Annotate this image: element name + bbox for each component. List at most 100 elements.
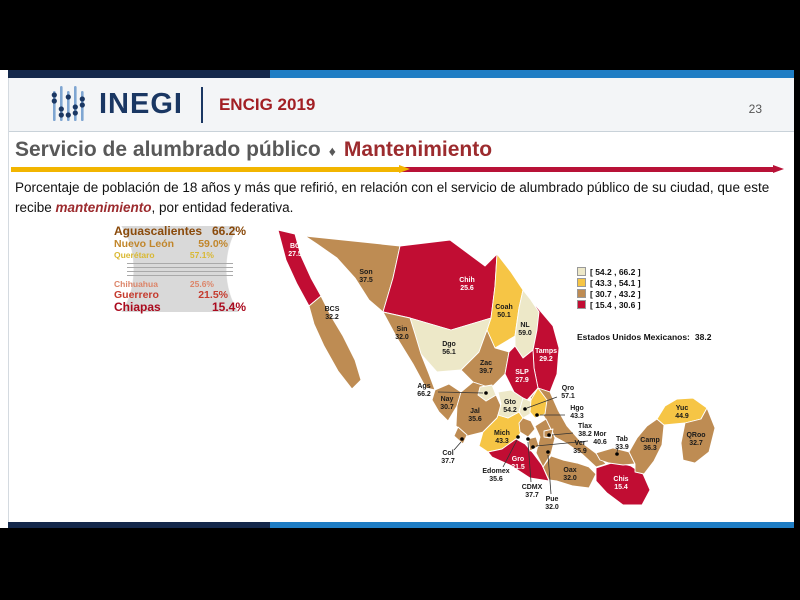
ranking-state-value: 21.5% [198,288,228,301]
accent-bar-navy-segment [8,70,270,78]
state-label-CDMX: CDMX 37.7 [522,484,543,499]
state-label-Ags: Ags 66.2 [417,383,431,398]
page-number: 23 [748,102,762,116]
state-label-Zac: Zac 39.7 [479,360,493,375]
ranking-divider-line [127,266,233,268]
leader-line-Tlax [551,432,574,436]
state-label-Sin: Sin 32.0 [395,326,409,341]
state-shape-BCS [308,295,362,390]
ranking-state-value: 59.0% [198,237,228,250]
state-label-BC: BC 27.5 [288,243,302,258]
leader-line-Qro [526,396,558,409]
top-accent-bar [8,70,794,78]
legend-row-0: [ 54.2 , 66.2 ] [577,266,641,277]
state-label-Gto: Gto 54.2 [503,399,517,414]
ranking-row-bottom-2: Chiapas 15.4% [114,299,246,314]
ranking-state-name: Guerrero [114,288,159,301]
state-ranking-widget: Aguascalientes 66.2% Nuevo León 59.0% Querét… [94,223,266,314]
leader-line-Edomex [502,439,518,468]
underline-yellow-arrow [399,165,410,173]
state-label-Hgo: Hgo 43.3 [570,405,584,420]
legend-range-label: [ 54.2 , 66.2 ] [590,266,641,277]
legend-swatch [577,289,586,298]
leader-line-Col [453,441,462,451]
state-label-Son: Son 37.5 [359,269,373,284]
national-average-value: 38.2 [694,332,712,342]
mexico-choropleth-map: BC 27.5 BCS 32.2 Son 37.5 Chih 25.6 Sin 32.0 Dgo 56… [277,229,716,511]
legend-row-1: [ 43.3 , 54.1 ] [577,277,641,288]
state-label-Jal: Jal 35.6 [468,408,482,423]
state-label-QRoo: QRoo 32.7 [686,432,705,447]
leader-line-CDMX [527,441,532,483]
accent-bar-navy-segment [8,522,270,528]
inegi-wordmark: INEGI [99,88,183,120]
state-label-Nay: Nay 30.7 [440,396,454,411]
ranking-row-bottom-0: Chihuahua 25.6% [114,279,214,289]
national-average: Estados Unidos Mexicanos: 38.2 [577,332,711,342]
state-label-Gro: Gro 21.5 [511,456,525,471]
slide-subtitle: Porcentaje de población de 18 años y más… [15,178,793,217]
state-shape-QRoo [680,407,716,464]
presentation-slide: INEGI ENCIG 2019 23 Servicio de alumbrad… [0,70,794,528]
ranking-bottom-group: Chihuahua 25.6% Guerrero 21.5% Chiapas 15.4% [114,279,246,314]
state-label-Tab: Tab 33.9 [615,436,629,451]
ranking-row-bottom-1: Guerrero 21.5% [114,289,228,301]
ranking-state-name: Querétaro [114,249,155,260]
state-shape-Coah [486,253,524,349]
state-dot-Hgo [535,413,539,417]
legend-range-label: [ 30.7 , 43.2 ] [590,288,641,299]
ranking-row-top-1: Nuevo León 59.0% [114,238,228,250]
slide-header: INEGI ENCIG 2019 23 [9,78,794,132]
accent-bar-blue-segment [270,522,794,528]
state-label-NL: NL 59.0 [518,322,532,337]
state-dot-Mor [531,445,535,449]
state-shape-Nay [431,383,462,422]
abacus-icon [51,85,85,121]
state-label-Tamps: Tamps 29.2 [535,348,557,363]
state-label-Chih: Chih 25.6 [459,277,475,292]
state-label-Camp: Camp 36.3 [640,437,659,452]
ranking-divider-line [127,262,233,264]
state-label-Dgo: Dgo 56.1 [442,341,456,356]
ranking-state-name: Aguascalientes [114,223,203,238]
slide-title: Servicio de alumbrado público ♦ Mantenim… [15,138,492,162]
state-shape-Gto [497,389,524,419]
state-label-Pue: Pue 32.0 [545,496,559,511]
legend-swatch [577,300,586,309]
inegi-logo: INEGI [51,85,183,125]
state-dot-CDMX [526,437,530,441]
state-label-Ver: Ver 35.9 [573,440,587,455]
ranking-state-name: Chiapas [114,299,161,314]
state-label-Yuc: Yuc 44.9 [675,405,689,420]
ranking-state-value: 57.1% [189,249,214,260]
state-shape-Camp [628,418,665,475]
state-shape-Edomex [518,417,536,438]
title-main: Servicio de alumbrado público [15,138,321,161]
ranking-state-value: 66.2% [211,223,246,238]
state-label-Edomex: Edomex 35.6 [482,468,509,483]
state-label-Qro: Qro 57.1 [561,385,575,400]
state-label-Coah: Coah 50.1 [495,304,513,319]
state-dot-Pue [546,450,550,454]
ranking-state-value: 25.6% [189,278,214,289]
ranking-state-name: Chihuahua [114,278,158,289]
leader-line-Tab [616,447,619,453]
state-dot-Qro [523,407,527,411]
bottom-accent-bar [8,522,794,528]
state-shape-Col [453,426,468,445]
state-dot-Edomex [516,435,520,439]
state-dot-Tab [615,452,619,456]
leader-line-Pue [547,454,552,495]
survey-name: ENCIG 2019 [218,94,316,114]
state-shape-Hgo [529,387,548,419]
state-label-Col: Col 37.7 [441,450,455,465]
legend-row-2: [ 30.7 , 43.2 ] [577,288,641,299]
subtitle-text-before: Porcentaje de población de 18 años y más… [15,180,770,215]
legend-range-label: [ 43.3 , 54.1 ] [590,277,641,288]
title-underline [11,165,791,174]
ranking-state-value: 15.4% [211,299,246,314]
legend-swatch [577,278,586,287]
state-shape-Sin [382,311,436,391]
accent-bar-blue-segment [270,70,794,78]
ranking-divider-line [127,274,233,276]
